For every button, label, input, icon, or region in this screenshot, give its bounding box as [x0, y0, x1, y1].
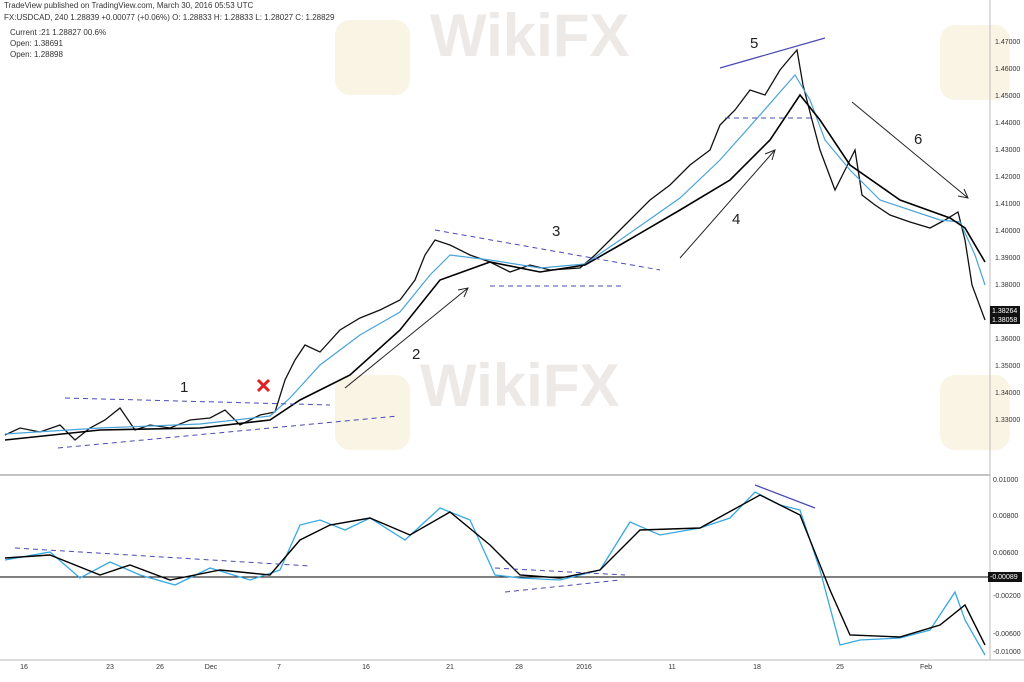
price-label: 1.42000: [995, 174, 1020, 181]
cross: [256, 378, 271, 393]
date-label: 16: [362, 664, 370, 671]
annotation: 2: [412, 346, 420, 363]
price-label: 1.33000: [995, 417, 1020, 424]
moving-average: [4, 93, 986, 441]
date-label: 26: [156, 664, 164, 671]
header-line: FX:USDCAD, 240 1.28839 +0.00077 (+0.06%)…: [4, 13, 335, 22]
logo: [940, 25, 1010, 100]
indicator-label: -0.00200: [993, 593, 1021, 600]
trendline: [504, 579, 621, 593]
date-label: 25: [836, 664, 844, 671]
trendline: [754, 484, 816, 509]
annotation: 5: [750, 35, 758, 52]
price-label: 1.39000: [995, 255, 1020, 262]
legend: Current :21 1.28827 00.6%: [10, 28, 106, 37]
annotation: 4: [732, 211, 740, 228]
drawings: [14, 37, 826, 593]
watermark: WikiFX: [430, 2, 629, 69]
indicator-label: 0.00600: [993, 550, 1018, 557]
date-label: 23: [106, 664, 114, 671]
watermarks: WikiFX WikiFX: [335, 2, 1010, 450]
arrow: [344, 287, 469, 389]
arrow-head: [957, 188, 969, 199]
date-label: 11: [668, 664, 675, 671]
watermark: WikiFX: [420, 352, 619, 419]
price-badge: [990, 315, 1020, 324]
trendline: [57, 415, 399, 449]
trendline: [719, 37, 826, 69]
indicator-label: -0.00600: [993, 631, 1021, 638]
date-label: 16: [20, 664, 28, 671]
legend: Open: 1.28898: [10, 50, 63, 59]
price-label: 1.46000: [995, 66, 1020, 73]
price-label: 1.35000: [995, 363, 1020, 370]
arrow-head: [764, 149, 776, 161]
arrow: [679, 149, 776, 259]
logo: [335, 20, 410, 95]
price-label: 1.36000: [995, 336, 1020, 343]
moving-average: [4, 73, 986, 435]
price-label: 1.45000: [995, 93, 1020, 100]
trendline: [64, 397, 331, 406]
indicator-lines: [4, 491, 986, 656]
trendline: [14, 547, 311, 567]
annotation: 1: [180, 379, 188, 396]
logo: [335, 375, 410, 450]
indicator-badge-label: -0.00089: [990, 574, 1018, 581]
date-label: 21: [446, 664, 454, 671]
arrow: [851, 101, 969, 199]
logo: [940, 375, 1010, 450]
signal: [4, 494, 986, 646]
price-label: 1.34000: [995, 390, 1020, 397]
price-label: 1.40000: [995, 228, 1020, 235]
annotation: 6: [914, 131, 922, 148]
indicator-badge: [988, 572, 1022, 582]
date-label: 2016: [576, 664, 592, 671]
price-label: 1.38000: [995, 282, 1020, 289]
header-line: TradeView published on TradingView.com, …: [4, 1, 254, 10]
price-badge: [990, 306, 1020, 315]
price-label: 1.47000: [995, 39, 1020, 46]
price-label: 1.41000: [995, 201, 1020, 208]
arrows: [344, 101, 969, 389]
price-badge-label: 1.38264: [992, 308, 1017, 315]
date-label: 18: [753, 664, 761, 671]
indicator-label: 0.01000: [993, 477, 1018, 484]
price-lines: [4, 48, 986, 441]
date-label: Dec: [205, 664, 218, 671]
axes: 1.47000 1.46000 1.45000 1.44000 1.43000 1.420…: [20, 39, 1022, 671]
date-label: 28: [515, 664, 523, 671]
trendline: [434, 229, 661, 271]
price-label: 1.43000: [995, 147, 1020, 154]
annotation: 3: [552, 223, 560, 240]
trendline: [494, 567, 626, 576]
date-label: 7: [277, 664, 281, 671]
price-label: 1.44000: [995, 120, 1020, 127]
price-badge-label: 1.38058: [992, 317, 1017, 324]
indicator-label: -0.01000: [993, 649, 1021, 656]
arrow-head: [457, 287, 469, 298]
legend: Open: 1.38691: [10, 39, 63, 48]
date-label: Feb: [920, 664, 932, 671]
indicator-label: 0.00800: [993, 513, 1018, 520]
